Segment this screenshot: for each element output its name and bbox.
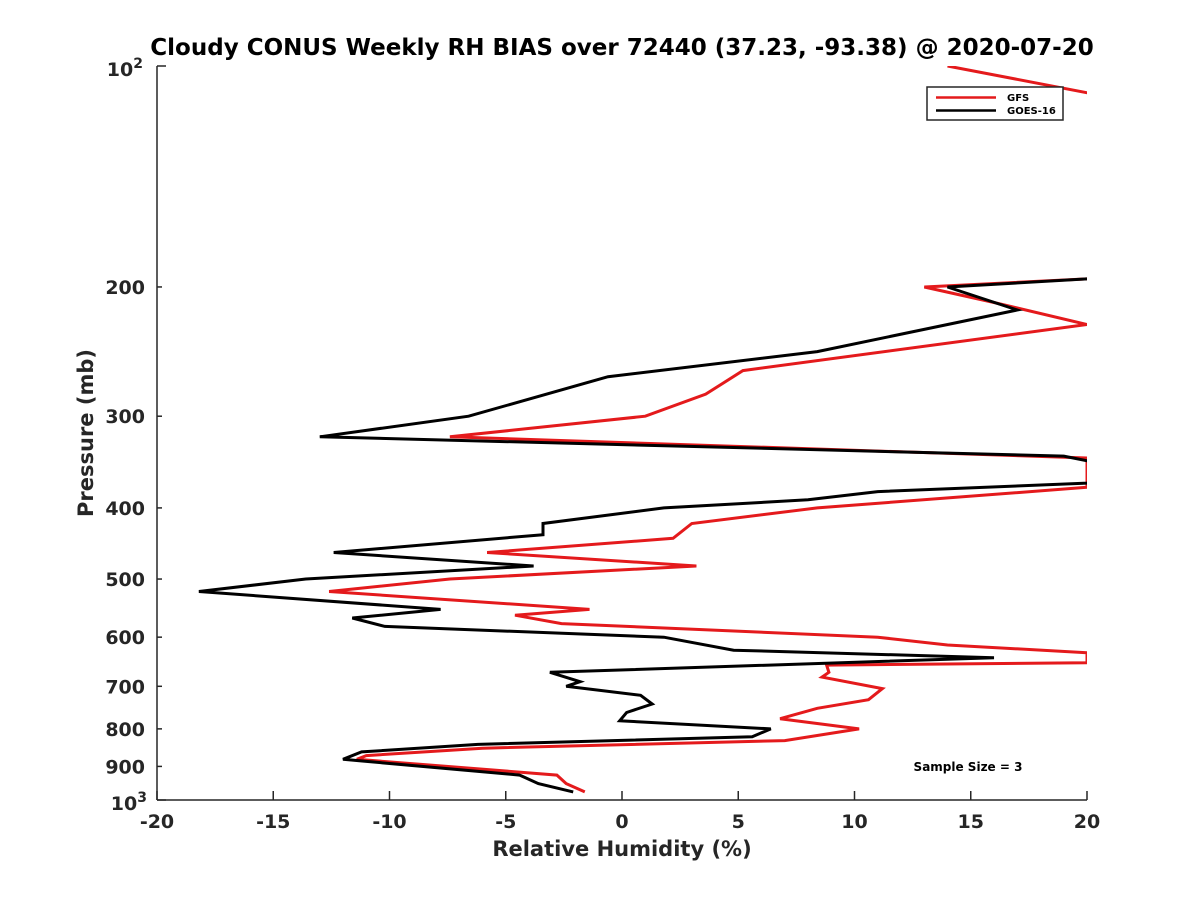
x-axis-label: Relative Humidity (%) <box>492 837 751 861</box>
y-tick-label: 700 <box>105 676 145 698</box>
y-bottom-tick-base: 10 <box>111 793 137 815</box>
chart-title: Cloudy CONUS Weekly RH BIAS over 72440 (… <box>150 35 1093 61</box>
x-tick-label: 5 <box>732 811 745 833</box>
series-line-goes16 <box>198 277 1087 794</box>
x-tick-label: 20 <box>1074 811 1100 833</box>
legend-label-goes16: GOES-16 <box>1007 106 1056 117</box>
y-top-tick-label: 102 <box>107 56 143 81</box>
y-top-tick-exp: 2 <box>133 56 143 72</box>
y-axis-label: Pressure (mb) <box>74 349 98 517</box>
x-axis-ticks: -20 -15 -10 -5 0 5 10 15 20 <box>140 791 1100 833</box>
y-tick-label: 900 <box>105 756 145 778</box>
series-line-gfs <box>328 66 1087 794</box>
x-tick-label: -10 <box>372 811 406 833</box>
x-tick-label: -5 <box>495 811 516 833</box>
y-bottom-tick-label: 103 <box>111 790 147 815</box>
x-tick-label: -15 <box>256 811 290 833</box>
x-tick-label: -20 <box>140 811 174 833</box>
y-tick-label: 200 <box>105 277 145 299</box>
x-tick-label: 15 <box>958 811 984 833</box>
y-tick-label: 800 <box>105 719 145 741</box>
y-tick-label: 500 <box>105 569 145 591</box>
y-top-tick-base: 10 <box>107 59 133 81</box>
legend-label-gfs: GFS <box>1007 93 1029 104</box>
y-axis-ticks: 200 300 400 500 600 700 800 900 <box>105 65 166 801</box>
plot-frame <box>157 66 1087 800</box>
legend-box <box>926 86 1064 121</box>
x-tick-label: 0 <box>615 811 628 833</box>
y-tick-label: 400 <box>105 498 145 520</box>
y-tick-label: 600 <box>105 627 145 649</box>
legend: GFS GOES-16 <box>926 86 1064 121</box>
y-tick-label: 300 <box>105 406 145 428</box>
sample-size-annotation: Sample Size = 3 <box>914 760 1023 774</box>
x-tick-label: 10 <box>841 811 867 833</box>
y-bottom-tick-exp: 3 <box>137 790 147 806</box>
series-layer <box>198 66 1087 794</box>
